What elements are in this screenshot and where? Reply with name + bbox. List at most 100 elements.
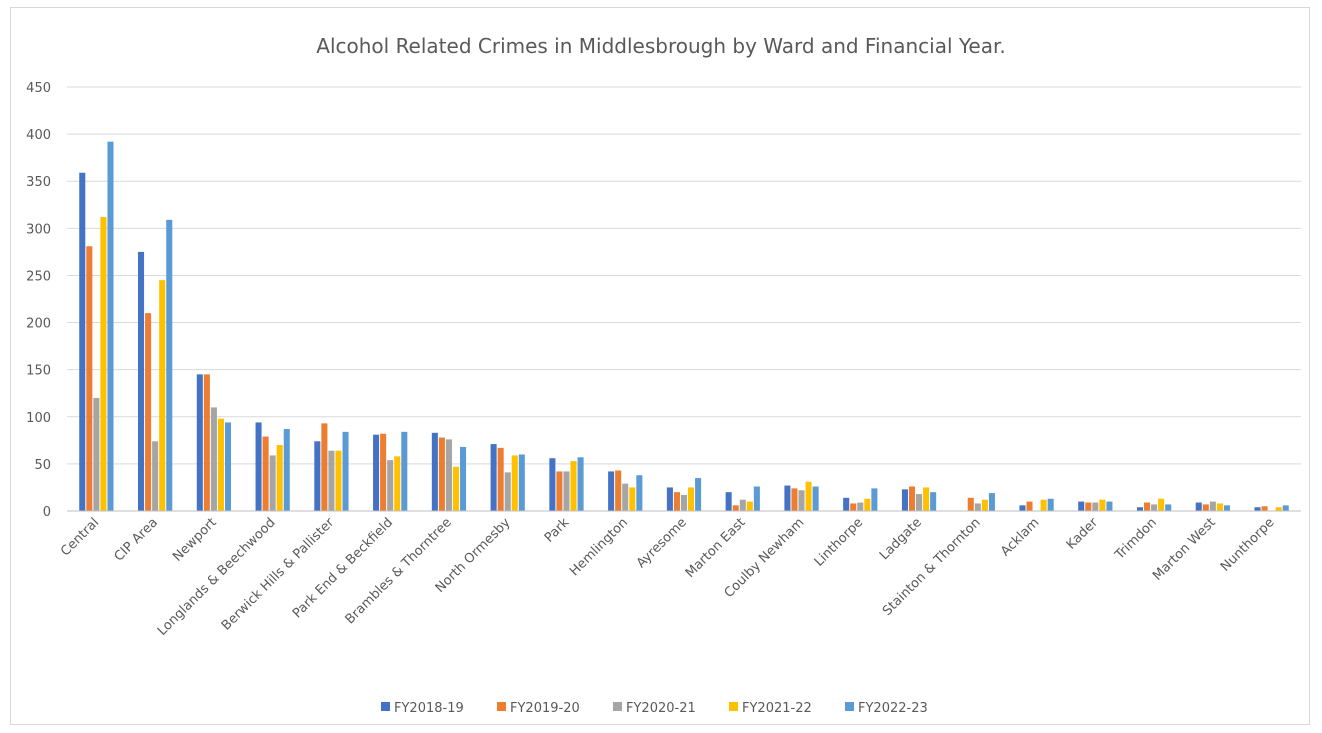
bar: [615, 470, 622, 511]
bar: [843, 497, 850, 511]
x-tick-label: Brambles & Thorntree: [343, 515, 455, 627]
bar: [394, 456, 401, 511]
bar: [107, 141, 114, 511]
bar: [380, 433, 387, 511]
y-tick-label: 350: [26, 175, 51, 190]
bar: [79, 172, 86, 512]
bar: [549, 458, 556, 511]
bar: [283, 429, 290, 511]
bar: [431, 432, 438, 511]
x-tick-label: Hemlington: [567, 515, 631, 579]
bar: [1216, 503, 1223, 511]
x-tick-label: Ladgate: [877, 515, 925, 563]
bar: [1282, 505, 1289, 511]
y-tick-label: 300: [26, 222, 51, 237]
legend-swatch: [845, 702, 854, 711]
bar: [490, 444, 497, 511]
bar: [791, 488, 798, 511]
bar: [680, 494, 688, 511]
bar: [739, 499, 746, 511]
bar: [1165, 504, 1172, 511]
bar: [321, 423, 328, 511]
bar: [401, 431, 408, 511]
y-tick-label: 200: [26, 317, 51, 332]
bar: [901, 489, 908, 511]
gridlines: [67, 86, 1301, 465]
bar: [1202, 504, 1209, 511]
bars: [79, 141, 1289, 512]
bar: [438, 437, 445, 511]
bar: [784, 485, 791, 511]
bar: [974, 503, 981, 511]
bar: [805, 481, 812, 511]
bar: [217, 418, 224, 511]
bar: [864, 498, 871, 511]
bar: [695, 478, 702, 511]
x-tick-label: Marton West: [1150, 515, 1219, 584]
bar: [1158, 498, 1165, 511]
bar: [511, 455, 518, 511]
x-tick-label: Kader: [1064, 515, 1102, 553]
bar: [871, 488, 878, 511]
bar: [988, 493, 995, 511]
x-tick-label: Park End & Beckfield: [290, 515, 396, 621]
bar: [1099, 499, 1106, 511]
bar: [373, 434, 380, 511]
bar: [328, 450, 335, 511]
bar: [1026, 501, 1033, 511]
bar: [857, 502, 864, 511]
bar: [504, 472, 511, 511]
bar: [556, 471, 563, 511]
legend-swatch: [381, 702, 390, 711]
x-tick-label: Acklam: [998, 515, 1042, 559]
bar: [622, 483, 629, 511]
bar: [269, 455, 276, 511]
bar: [688, 487, 695, 511]
bar: [753, 486, 760, 511]
bar: [636, 475, 643, 511]
bar: [210, 407, 217, 511]
bar: [452, 466, 460, 511]
bar: [923, 487, 930, 511]
legend-label: FY2021-22: [742, 701, 812, 716]
y-tick-label: 400: [26, 128, 51, 143]
bar: [608, 471, 615, 511]
bar: [93, 397, 100, 511]
bar: [1047, 498, 1054, 511]
bar: [1209, 501, 1216, 511]
bar: [798, 490, 805, 511]
bar: [746, 501, 753, 511]
bar: [908, 486, 916, 511]
bar: [850, 503, 857, 511]
bar: [335, 450, 342, 511]
bar: [1223, 505, 1230, 511]
bar: [725, 492, 732, 511]
bar: [497, 447, 504, 511]
legend-label: FY2020-21: [626, 701, 696, 716]
bar: [1136, 507, 1144, 511]
bar: [460, 446, 467, 511]
bar: [629, 487, 636, 511]
bar: [145, 313, 152, 511]
y-tick-label: 450: [26, 81, 51, 96]
bar-chart: Alcohol Related Crimes in Middlesbrough …: [26, 34, 1301, 716]
bar: [224, 422, 232, 511]
bar: [203, 374, 210, 511]
bar: [812, 486, 819, 511]
bar: [732, 505, 739, 511]
bar: [916, 494, 923, 511]
legend: FY2018-19 FY2019-20 FY2020-21 FY2021-22 FY20…: [381, 701, 928, 716]
bar: [445, 439, 452, 511]
bar: [1092, 502, 1099, 511]
bar: [1151, 504, 1158, 511]
bar: [1254, 507, 1261, 511]
bar: [342, 431, 349, 511]
x-tick-label: Trimdon: [1112, 515, 1160, 563]
bar: [152, 441, 159, 511]
chart-title: Alcohol Related Crimes in Middlesbrough …: [316, 34, 1005, 58]
y-tick-label: 0: [43, 505, 51, 520]
x-tick-label: Newport: [170, 515, 220, 565]
legend-label: FY2018-19: [394, 701, 464, 716]
bar: [1040, 499, 1047, 511]
